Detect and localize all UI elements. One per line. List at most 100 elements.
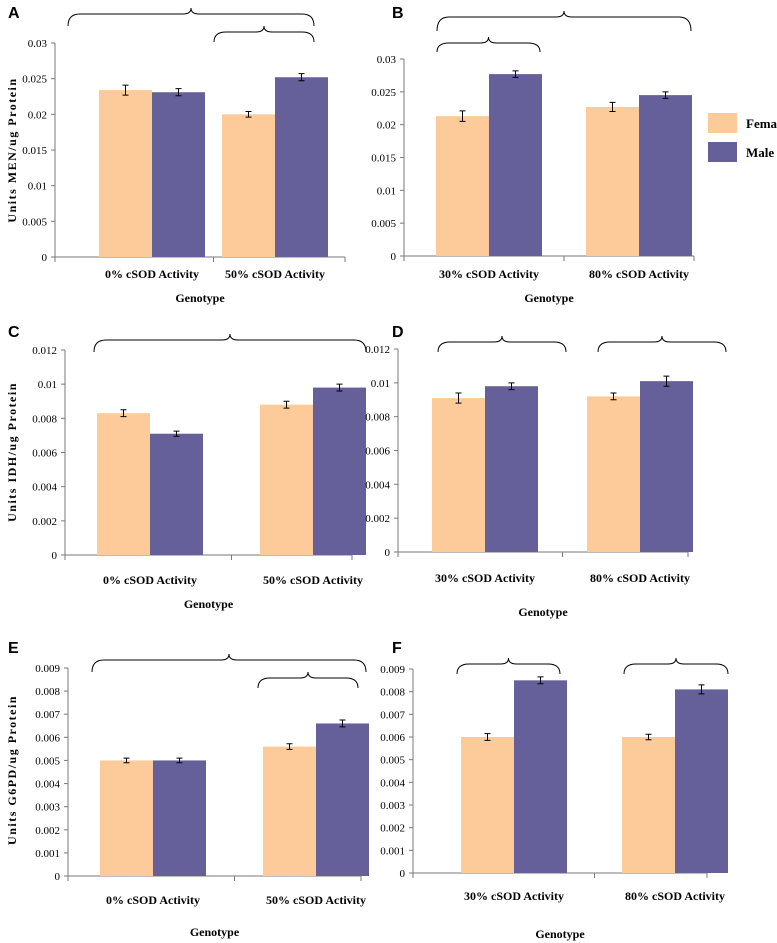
panel-letter: A bbox=[8, 5, 20, 22]
x-category-label: 30% cSOD Activity bbox=[435, 571, 535, 585]
error-bar-male-2 bbox=[339, 719, 346, 728]
panel-letter: D bbox=[392, 324, 404, 341]
y-tick-label: 0.025 bbox=[371, 87, 396, 99]
error-bar-female-1 bbox=[123, 757, 130, 764]
x-category-label: 80% cSOD Activity bbox=[590, 571, 690, 585]
x-category-label: 0% cSOD Activity bbox=[103, 573, 197, 587]
x-axis-title: Genotype bbox=[518, 605, 568, 619]
bar-male-1 bbox=[153, 760, 206, 876]
legend-label-female: Female bbox=[746, 116, 777, 131]
y-tick-label: 0.004 bbox=[32, 482, 57, 494]
error-bar-male-1 bbox=[512, 70, 519, 78]
significance-brace bbox=[91, 653, 367, 673]
bar-female-1 bbox=[432, 398, 485, 552]
panel-letter: E bbox=[8, 640, 19, 657]
significance-brace bbox=[436, 36, 541, 53]
error-bar-female-2 bbox=[609, 101, 616, 113]
bar-female-2 bbox=[586, 106, 639, 256]
chart-panel-D: D 0 0.002 0.004 0.006 0.008 0.01 0.012 30% cSOD … bbox=[365, 324, 727, 619]
y-tick-label: 0.002 bbox=[380, 823, 405, 835]
bar-male-1 bbox=[152, 92, 205, 257]
error-bar-male-2 bbox=[662, 91, 669, 99]
y-tick-label: 0.003 bbox=[380, 800, 405, 812]
y-axis-title: Units MEN/ug Protein bbox=[5, 77, 19, 222]
bar-female-2 bbox=[622, 737, 675, 873]
bar-female-1 bbox=[100, 760, 153, 876]
chart-panel-B: B 0 0.005 0.01 0.015 0.02 0.025 0.03 30% cSOD Ac… bbox=[371, 5, 695, 305]
error-bar-female-2 bbox=[610, 392, 617, 401]
significance-brace bbox=[597, 335, 727, 353]
bar-male-1 bbox=[150, 433, 203, 555]
x-axis-title: Genotype bbox=[184, 597, 234, 611]
y-tick-label: 0.005 bbox=[380, 755, 405, 767]
y-tick-label: 0.012 bbox=[365, 344, 390, 356]
y-tick-label: 0.004 bbox=[35, 779, 60, 791]
error-bar-male-1 bbox=[176, 757, 183, 764]
error-bar-female-1 bbox=[455, 392, 462, 404]
y-tick-label: 0.012 bbox=[32, 345, 57, 357]
y-tick-label: 0.006 bbox=[35, 732, 60, 744]
y-tick-label: 0.03 bbox=[28, 38, 48, 50]
legend-swatch-male bbox=[708, 142, 737, 162]
x-category-label: 30% cSOD Activity bbox=[439, 267, 539, 281]
y-tick-label: 0.008 bbox=[35, 686, 60, 698]
y-tick-label: 0.008 bbox=[365, 412, 390, 424]
x-axis-title: Genotype bbox=[535, 927, 585, 941]
error-bar-female-1 bbox=[484, 733, 491, 741]
bar-female-1 bbox=[461, 737, 514, 873]
y-tick-label: 0.008 bbox=[32, 413, 57, 425]
y-tick-label: 0 bbox=[400, 868, 406, 880]
x-category-label: 30% cSOD Activity bbox=[464, 889, 564, 903]
error-bar-female-2 bbox=[286, 743, 293, 750]
x-category-label: 50% cSOD Activity bbox=[263, 573, 363, 587]
y-tick-label: 0.007 bbox=[35, 709, 60, 721]
y-tick-label: 0 bbox=[52, 550, 58, 562]
error-bar-female-1 bbox=[120, 409, 127, 418]
x-category-label: 0% cSOD Activity bbox=[105, 267, 199, 281]
y-tick-label: 0.009 bbox=[35, 663, 60, 675]
error-bar-female-2 bbox=[283, 400, 290, 409]
significance-brace bbox=[623, 657, 729, 675]
bar-male-1 bbox=[485, 386, 538, 552]
y-tick-label: 0 bbox=[42, 252, 48, 264]
y-tick-label: 0.006 bbox=[365, 446, 390, 458]
bar-female-2 bbox=[263, 746, 316, 876]
x-axis-title: Genotype bbox=[524, 291, 574, 305]
bar-male-1 bbox=[514, 680, 567, 873]
significance-brace bbox=[67, 7, 315, 27]
error-bar-male-2 bbox=[698, 684, 705, 695]
error-bar-male-2 bbox=[663, 375, 670, 387]
y-tick-label: 0.01 bbox=[371, 378, 390, 390]
significance-brace bbox=[456, 657, 561, 675]
y-tick-label: 0.02 bbox=[377, 120, 396, 132]
y-axis-title: Units G6PD/ug Protein bbox=[5, 695, 19, 845]
y-tick-label: 0.007 bbox=[380, 709, 405, 721]
x-category-label: 80% cSOD Activity bbox=[625, 889, 725, 903]
error-bar-male-2 bbox=[336, 383, 343, 392]
chart-panel-E: E 0 0.001 0.002 0.003 0.004 0.005 0.006 0.007 0.0… bbox=[5, 640, 369, 939]
chart-panel-C: C 0 0.002 0.004 0.006 0.008 0.01 0.012 0% cSOD A… bbox=[5, 324, 367, 611]
x-category-label: 50% cSOD Activity bbox=[266, 893, 366, 907]
significance-brace bbox=[436, 10, 692, 32]
bar-male-2 bbox=[640, 381, 693, 552]
y-tick-label: 0.006 bbox=[32, 448, 57, 460]
legend: Female Male bbox=[708, 113, 777, 162]
x-category-label: 0% cSOD Activity bbox=[106, 893, 200, 907]
y-tick-label: 0.02 bbox=[28, 109, 47, 121]
panel-letter: F bbox=[392, 640, 402, 657]
bar-female-1 bbox=[436, 116, 489, 256]
y-tick-label: 0.005 bbox=[22, 216, 47, 228]
legend-swatch-female bbox=[708, 113, 737, 133]
y-tick-label: 0.03 bbox=[377, 54, 397, 66]
bar-female-1 bbox=[99, 90, 152, 257]
significance-brace bbox=[437, 335, 567, 353]
y-axis-title: Units IDH/ug Protein bbox=[5, 382, 19, 522]
y-tick-label: 0.004 bbox=[365, 479, 390, 491]
y-tick-label: 0.005 bbox=[371, 218, 396, 230]
bar-female-1 bbox=[97, 413, 150, 555]
y-tick-label: 0.015 bbox=[371, 153, 396, 165]
y-tick-label: 0.01 bbox=[377, 185, 396, 197]
y-tick-label: 0 bbox=[385, 547, 391, 559]
y-tick-label: 0.008 bbox=[380, 687, 405, 699]
